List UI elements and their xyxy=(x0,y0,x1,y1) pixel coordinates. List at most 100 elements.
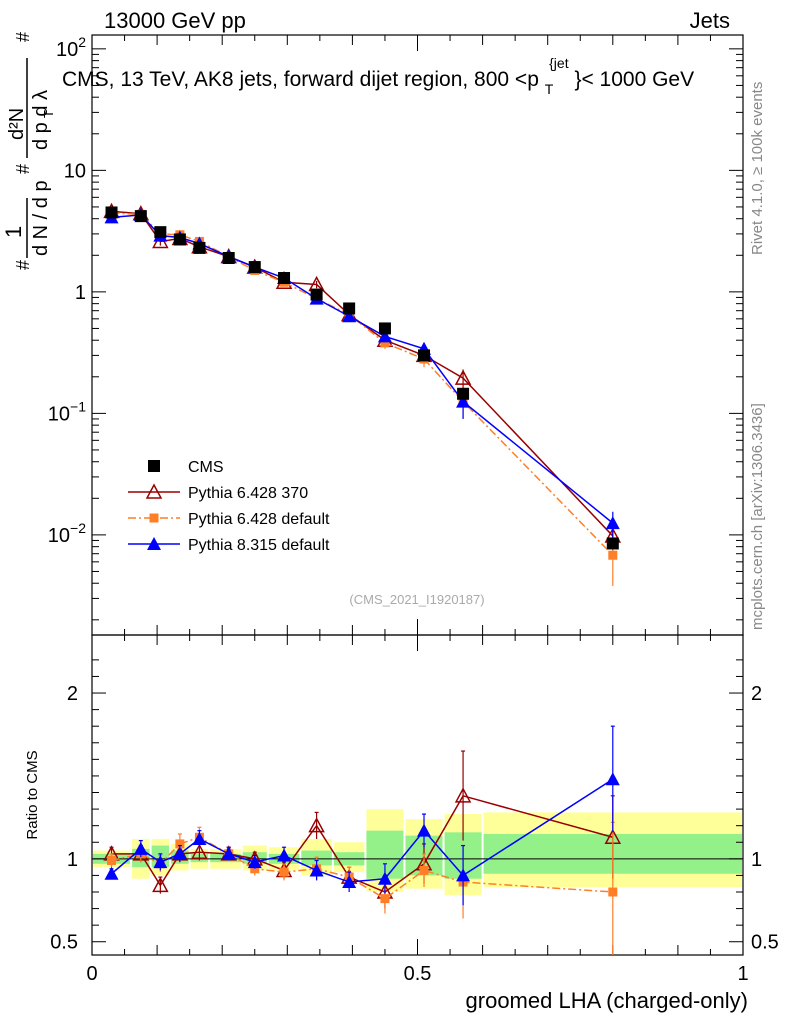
legend-label: Pythia 8.315 default xyxy=(188,537,330,554)
title-sub: T xyxy=(545,81,554,97)
legend-label: Pythia 6.428 370 xyxy=(188,485,308,502)
ratio-ytick-label-right-1: 1 xyxy=(751,849,762,871)
ratio-point xyxy=(172,846,187,860)
legend-item-1: Pythia 6.428 370 xyxy=(128,483,308,502)
ratio-point xyxy=(308,817,325,833)
ratio-ylabel: Ratio to CMS xyxy=(24,750,41,839)
ratio-point xyxy=(175,839,185,849)
ratio-point xyxy=(247,855,262,869)
svg-text:#: # xyxy=(13,32,33,42)
ratio-point xyxy=(152,876,169,893)
data-point xyxy=(454,369,472,385)
main-ytick-label-2: 1 xyxy=(75,282,86,304)
data-point xyxy=(248,261,261,274)
svg-text:d²N: d²N xyxy=(6,108,28,140)
mcplots-label: mcplots.cern.ch [arXiv:1306.3436] xyxy=(749,403,766,630)
main-ytick-label-0: 10−2 xyxy=(48,520,86,547)
main-panel: 10−2 10−1 1 10 102 (CMS_2021_I1920187) CMS Pyth… xyxy=(48,34,744,636)
xlabel: groomed LHA (charged-only) xyxy=(466,988,748,1013)
ylabel-sub: T xyxy=(41,110,56,118)
legend-marker xyxy=(149,513,159,523)
ratio-series-line xyxy=(111,836,613,900)
ylabel-bottom: d N / d p xyxy=(30,180,52,256)
data-point xyxy=(378,322,391,335)
ylabel-mid: d p d λ xyxy=(30,90,52,150)
ratio-point xyxy=(377,871,392,885)
ratio-ytick-label-right-0: 0.5 xyxy=(751,932,779,954)
main-ylabel: # 1 d N / d p # d²N d p d λ T # xyxy=(1,32,56,270)
svg-text:#: # xyxy=(13,260,33,270)
svg-text:#: # xyxy=(13,164,33,174)
legend-marker xyxy=(148,460,160,472)
main-ytick-label-4: 102 xyxy=(56,34,86,61)
ratio-point xyxy=(419,865,429,875)
data-point xyxy=(105,206,118,219)
data-point xyxy=(134,210,147,223)
legend: CMS Pythia 6.428 370 Pythia 6.428 default P… xyxy=(128,459,330,554)
ratio-ytick-label-left-1: 1 xyxy=(67,849,78,871)
ylabel-hash1: # xyxy=(13,260,33,270)
main-ytick-label-1: 10−1 xyxy=(48,398,86,425)
ratio-point xyxy=(153,855,168,869)
svg-text:T: T xyxy=(41,110,56,118)
data-point xyxy=(343,302,356,315)
svg-text:d p d λ: d p d λ xyxy=(30,90,52,150)
ratio-point xyxy=(342,875,357,889)
ratio-panel: 0 0.5 10.5 0.51 12 2 xyxy=(50,634,779,985)
main-ytick-label-3: 10 xyxy=(64,160,86,182)
legend-label: CMS xyxy=(188,459,224,476)
legend-label: Pythia 6.428 default xyxy=(188,511,330,528)
ratio-point xyxy=(309,863,324,877)
ratio-point xyxy=(133,841,148,855)
title-sup: {jet xyxy=(549,55,569,71)
svg-text:CMS, 13 TeV, AK8 jets, forward: CMS, 13 TeV, AK8 jets, forward dijet reg… xyxy=(62,50,694,99)
title-main: CMS, 13 TeV, AK8 jets, forward dijet reg… xyxy=(62,68,539,91)
ratio-ytick-label-left-2: 2 xyxy=(67,683,78,705)
legend-marker xyxy=(147,537,161,550)
ratio-point xyxy=(605,772,620,786)
ylabel-hash3: # xyxy=(13,32,33,42)
ratio-point xyxy=(608,887,618,897)
ratio-point xyxy=(107,855,117,865)
ylabel-one: 1 xyxy=(1,226,26,238)
data-point xyxy=(456,394,471,408)
svg-text:1: 1 xyxy=(1,226,26,238)
data-point xyxy=(377,329,392,343)
svg-text:d N / d p: d N / d p xyxy=(30,180,52,256)
ratio-point xyxy=(191,843,208,859)
ratio-point xyxy=(221,846,236,860)
ratio-series-pythia-8-315-default xyxy=(104,725,620,906)
data-point xyxy=(605,516,620,530)
ratio-xtick-label-2: 1 xyxy=(737,963,748,985)
legend-item-0: CMS xyxy=(148,459,224,476)
ratio-point xyxy=(104,866,119,880)
legend-item-2: Pythia 6.428 default xyxy=(128,511,330,528)
ratio-ytick-label-left-0: 0.5 xyxy=(50,932,78,954)
ratio-xtick-label-0: 0 xyxy=(86,963,97,985)
title-end: }< 1000 GeV xyxy=(574,68,694,91)
ylabel-top: d²N xyxy=(6,108,28,140)
data-point xyxy=(418,349,431,362)
header-right: Jets xyxy=(690,8,730,33)
data-point xyxy=(310,288,323,301)
ratio-point xyxy=(192,831,207,845)
ratio-point xyxy=(454,787,472,803)
ratio-xtick-label-1: 0.5 xyxy=(404,963,432,985)
data-point xyxy=(342,309,357,323)
data-point xyxy=(606,537,619,550)
main-title: CMS, 13 TeV, AK8 jets, forward dijet reg… xyxy=(62,50,694,99)
data-point xyxy=(222,251,235,264)
data-point xyxy=(193,241,206,254)
data-point xyxy=(278,272,291,285)
legend-item-3: Pythia 8.315 default xyxy=(128,537,330,554)
ylabel-hash2: # xyxy=(13,164,33,174)
series-cms xyxy=(105,206,619,550)
data-point xyxy=(608,550,618,560)
legend-marker xyxy=(145,483,163,499)
ratio-ytick-label-right-2: 2 xyxy=(751,683,762,705)
ratio-point xyxy=(277,848,292,862)
rivet-label: Rivet 4.1.0, ≥ 100k events xyxy=(749,82,766,255)
ratio-point xyxy=(456,868,471,882)
ratio-point xyxy=(380,894,390,904)
